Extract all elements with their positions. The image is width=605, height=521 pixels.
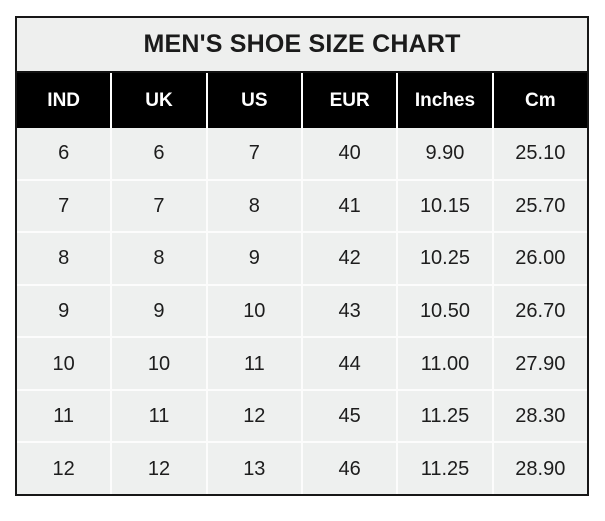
cell-us: 12 — [208, 390, 303, 442]
table-row: 6 6 7 40 9.90 25.10 — [17, 128, 587, 181]
shoe-size-chart-table: MEN'S SHOE SIZE CHART IND UK US EUR Inch… — [15, 16, 589, 496]
cell-uk: 12 — [112, 443, 208, 495]
column-header-inches: Inches — [398, 73, 494, 128]
cell-eur: 40 — [303, 128, 399, 179]
cell-cm: 25.70 — [515, 194, 566, 217]
cell-inches: 11.25 — [398, 443, 494, 495]
cell-us: 10 — [208, 285, 303, 337]
cell-us: 11 — [208, 338, 303, 389]
cell-uk: 8 — [112, 233, 208, 284]
cell-inches: 10.50 — [398, 285, 494, 337]
table-header-row: IND UK US EUR Inches Cm — [17, 73, 587, 128]
cell-ind: 10 — [17, 338, 113, 389]
cell-uk: 9 — [112, 285, 208, 337]
cell-cm: 28.30 — [515, 405, 566, 428]
cell-eur: 43 — [303, 285, 399, 337]
column-header-us: US — [208, 73, 303, 128]
column-header-ind: IND — [17, 73, 113, 128]
column-header-cm: Cm — [524, 90, 556, 111]
cell-us: 7 — [208, 128, 303, 179]
cell-uk: 10 — [112, 338, 208, 389]
cell-ind: 6 — [17, 128, 113, 179]
cell-inches: 10.25 — [398, 233, 494, 284]
column-header-uk: UK — [112, 73, 208, 128]
cell-cm: 28.90 — [515, 457, 566, 480]
cell-cm: 27.90 — [515, 352, 566, 375]
table-row: 7 7 8 41 10.15 25.70 — [17, 180, 587, 234]
cell-inches: 11.25 — [398, 390, 494, 442]
cell-ind: 9 — [17, 285, 113, 337]
cell-eur: 46 — [303, 443, 399, 495]
table-row: 9 9 10 43 10.50 26.70 — [17, 285, 587, 339]
cell-ind: 8 — [17, 233, 113, 284]
cell-us: 9 — [208, 233, 303, 284]
cell-inches: 11.00 — [398, 338, 494, 389]
cell-us: 8 — [208, 180, 303, 232]
cell-cm: 26.00 — [515, 247, 566, 270]
cell-ind: 11 — [17, 390, 113, 442]
table-row: 10 10 11 44 11.00 27.90 — [17, 338, 587, 391]
cell-ind: 7 — [17, 180, 113, 232]
cell-eur: 44 — [303, 338, 399, 389]
chart-title-band: MEN'S SHOE SIZE CHART — [17, 18, 587, 73]
cell-uk: 7 — [112, 180, 208, 232]
cell-us: 13 — [208, 443, 303, 495]
table-row: 11 11 12 45 11.25 28.30 — [17, 390, 587, 444]
cell-ind: 12 — [17, 443, 113, 495]
page-title: MEN'S SHOE SIZE CHART — [143, 30, 461, 58]
cell-eur: 41 — [303, 180, 399, 232]
cell-inches: 9.90 — [398, 128, 494, 179]
cell-inches: 10.15 — [398, 180, 494, 232]
cell-cm: 25.10 — [515, 142, 566, 165]
cell-eur: 42 — [303, 233, 399, 284]
cell-uk: 11 — [112, 390, 208, 442]
table-row: 8 8 9 42 10.25 26.00 — [17, 233, 587, 286]
table-row: 12 12 13 46 11.25 28.90 — [17, 443, 587, 495]
cell-uk: 6 — [112, 128, 208, 179]
table-body: 6 6 7 40 9.90 25.10 7 7 8 41 10.15 25.70… — [17, 128, 587, 495]
cell-eur: 45 — [303, 390, 399, 442]
column-header-eur: EUR — [303, 73, 399, 128]
cell-cm: 26.70 — [515, 300, 566, 323]
